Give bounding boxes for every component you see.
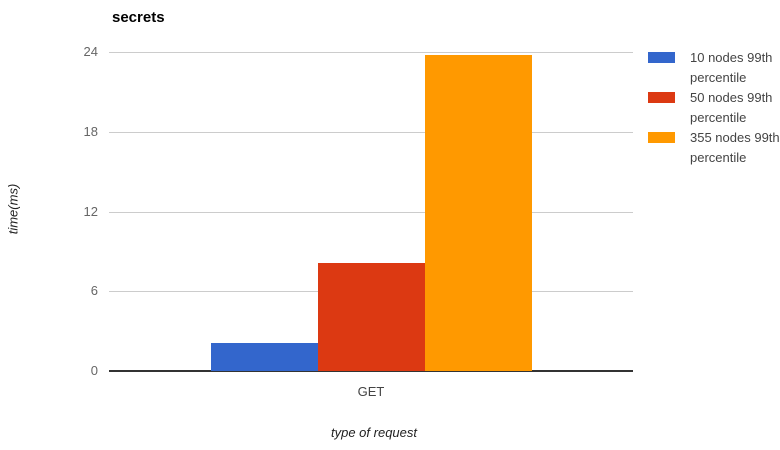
bar-10-nodes-99th-percentile[interactable] [210, 343, 318, 371]
y-axis-tick-label: 12 [83, 203, 98, 219]
bar-50-nodes-99th-percentile[interactable] [317, 263, 425, 371]
y-axis-tick-label: 24 [83, 44, 98, 59]
gridline [109, 52, 633, 53]
gridline [109, 211, 633, 213]
legend-item[interactable]: 10 nodes 99th percentile [648, 48, 780, 88]
x-category-label: GET [357, 384, 385, 399]
legend-item[interactable]: 355 nodes 99th percentile [648, 128, 780, 168]
chart-title: secrets [112, 9, 165, 26]
legend-swatch [648, 92, 675, 103]
y-axis-tick-label: 6 [90, 283, 98, 299]
legend-label: 355 nodes 99th percentile [690, 130, 780, 165]
x-axis-line [109, 370, 633, 372]
legend-label: 10 nodes 99th percentile [690, 50, 773, 85]
y-axis-tick-label: 18 [83, 123, 98, 139]
y-axis-title-text: time(ms) [5, 183, 21, 235]
legend: 10 nodes 99th percentile 50 nodes 99th pe… [648, 48, 780, 168]
legend-label: 50 nodes 99th percentile [690, 90, 773, 125]
gridline [109, 131, 633, 133]
legend-swatch [648, 132, 675, 143]
legend-item[interactable]: 50 nodes 99th percentile [648, 88, 780, 128]
y-axis-tick-label: 0 [90, 363, 98, 378]
legend-swatch [648, 52, 675, 63]
bar-355-nodes-99th-percentile[interactable] [424, 54, 532, 371]
x-axis-title: type of request [331, 425, 417, 440]
plot-area [109, 52, 633, 372]
